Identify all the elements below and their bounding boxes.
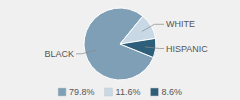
legend-item: 11.6%	[105, 87, 141, 97]
legend: 79.8% 11.6% 8.6%	[58, 87, 182, 97]
slice-label: BLACK	[44, 49, 74, 59]
legend-label: 11.6%	[116, 87, 141, 97]
leader-line	[76, 50, 96, 54]
legend-swatch	[105, 88, 113, 96]
legend-label: 79.8%	[69, 87, 95, 97]
slice-label: WHITE	[166, 19, 195, 29]
legend-swatch	[58, 88, 66, 96]
legend-item: 79.8%	[58, 87, 95, 97]
leader-line	[142, 24, 164, 31]
legend-swatch	[150, 88, 158, 96]
chart: BLACK WHITE HISPANIC 79.8% 11.6% 8.6%	[0, 0, 240, 100]
legend-item: 8.6%	[150, 87, 182, 97]
slice-label: HISPANIC	[166, 44, 208, 54]
pie	[84, 8, 156, 80]
legend-label: 8.6%	[161, 87, 182, 97]
pie-slice	[120, 38, 156, 57]
slice-labels: BLACK WHITE HISPANIC	[44, 19, 208, 59]
leader-line	[145, 47, 164, 49]
